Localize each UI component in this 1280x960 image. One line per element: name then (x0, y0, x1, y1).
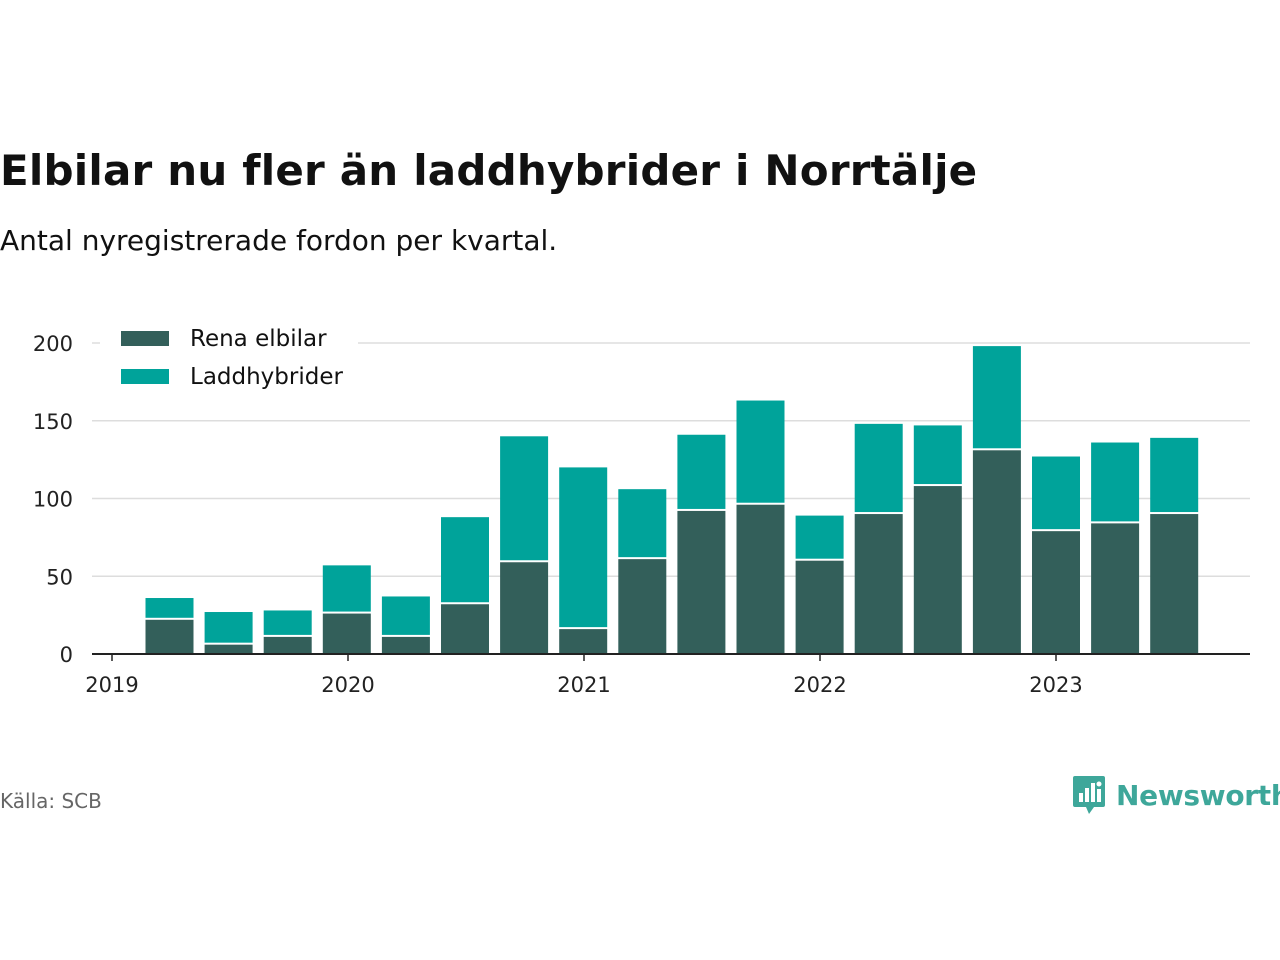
bar-laddhybrider-2020-q2 (381, 596, 430, 635)
bar-rena-elbilar-2023-q1 (1032, 531, 1080, 654)
bar-rena-elbilar-2020-q1 (322, 613, 371, 654)
bar-laddhybrider-2019-q2 (145, 598, 194, 618)
y-tick-label-200: 200 (33, 332, 73, 356)
newsworthy-logo: Newsworthy (1072, 774, 1280, 816)
bar-laddhybrider-2023-q2 (1091, 442, 1140, 522)
bar-laddhybrider-2022-q3 (913, 425, 962, 485)
legend: Rena elbilar Laddhybrider (100, 320, 358, 404)
x-tick-label-2023: 2023 (1029, 673, 1082, 697)
bar-rena-elbilar-2021-q3 (677, 510, 726, 654)
bar-rena-elbilar-2020-q4 (500, 562, 549, 654)
bar-laddhybrider-2021-q4 (736, 400, 785, 503)
bar-rena-elbilar-2021-q2 (618, 559, 667, 654)
bar-rena-elbilar-2020-q3 (441, 604, 489, 654)
bar-rena-elbilar-2022-q1 (795, 560, 844, 654)
source-note: Källa: SCB (0, 789, 102, 813)
y-axis-ticks: 0 50 100 150 200 (33, 332, 73, 667)
chart-title: Elbilar nu fler än laddhybrider i Norrtä… (0, 146, 978, 195)
bar-laddhybrider-2021-q2 (618, 489, 667, 558)
bar-laddhybrider-2020-q3 (441, 517, 489, 603)
legend-swatch-laddhybrider (121, 369, 169, 384)
bar-rena-elbilar-2019-q2 (145, 619, 194, 654)
bar-laddhybrider-2019-q3 (204, 612, 253, 643)
newsworthy-bar-chart-icon (1073, 776, 1105, 814)
bar-rena-elbilar-2022-q4 (972, 450, 1021, 654)
bar-rena-elbilar-2022-q3 (913, 486, 962, 654)
stacked-bar-chart: 0 50 100 150 200 2019 2020 2021 2022 2023 Rena e… (33, 320, 1250, 697)
x-axis: 2019 2020 2021 2022 2023 (85, 653, 1250, 697)
y-tick-label-150: 150 (33, 410, 73, 434)
bar-rena-elbilar-2022-q2 (854, 514, 903, 654)
chart-subtitle: Antal nyregistrerade fordon per kvartal. (0, 224, 558, 257)
legend-label-laddhybrider: Laddhybrider (190, 364, 343, 390)
legend-swatch-rena-elbilar (121, 331, 169, 346)
y-tick-label-100: 100 (33, 488, 73, 512)
bar-rena-elbilar-2021-q4 (736, 504, 785, 654)
bar-laddhybrider-2022-q2 (854, 423, 903, 513)
brand-name: Newsworthy (1116, 778, 1280, 812)
bar-rena-elbilar-2023-q3 (1150, 514, 1199, 654)
y-tick-label-50: 50 (46, 565, 73, 589)
bar-rena-elbilar-2021-q1 (559, 629, 608, 654)
bars (145, 346, 1199, 654)
legend-label-rena-elbilar: Rena elbilar (190, 326, 327, 352)
bar-laddhybrider-2020-q4 (500, 436, 549, 561)
bar-laddhybrider-2021-q1 (559, 467, 608, 628)
bar-laddhybrider-2022-q4 (972, 346, 1021, 449)
x-tick-label-2021: 2021 (557, 673, 610, 697)
bar-laddhybrider-2020-q1 (322, 565, 371, 612)
x-tick-label-2019: 2019 (85, 673, 138, 697)
y-tick-label-0: 0 (60, 643, 73, 667)
bar-laddhybrider-2021-q3 (677, 434, 726, 509)
x-tick-label-2022: 2022 (793, 673, 846, 697)
x-tick-label-2020: 2020 (321, 673, 374, 697)
bar-laddhybrider-2022-q1 (795, 515, 844, 559)
bar-laddhybrider-2019-q4 (263, 610, 312, 635)
bar-laddhybrider-2023-q3 (1150, 437, 1199, 513)
bar-rena-elbilar-2019-q4 (263, 636, 312, 654)
bar-rena-elbilar-2023-q2 (1091, 523, 1140, 654)
bar-rena-elbilar-2019-q3 (204, 644, 253, 654)
bar-laddhybrider-2023-q1 (1032, 456, 1080, 530)
bar-rena-elbilar-2020-q2 (381, 636, 430, 654)
